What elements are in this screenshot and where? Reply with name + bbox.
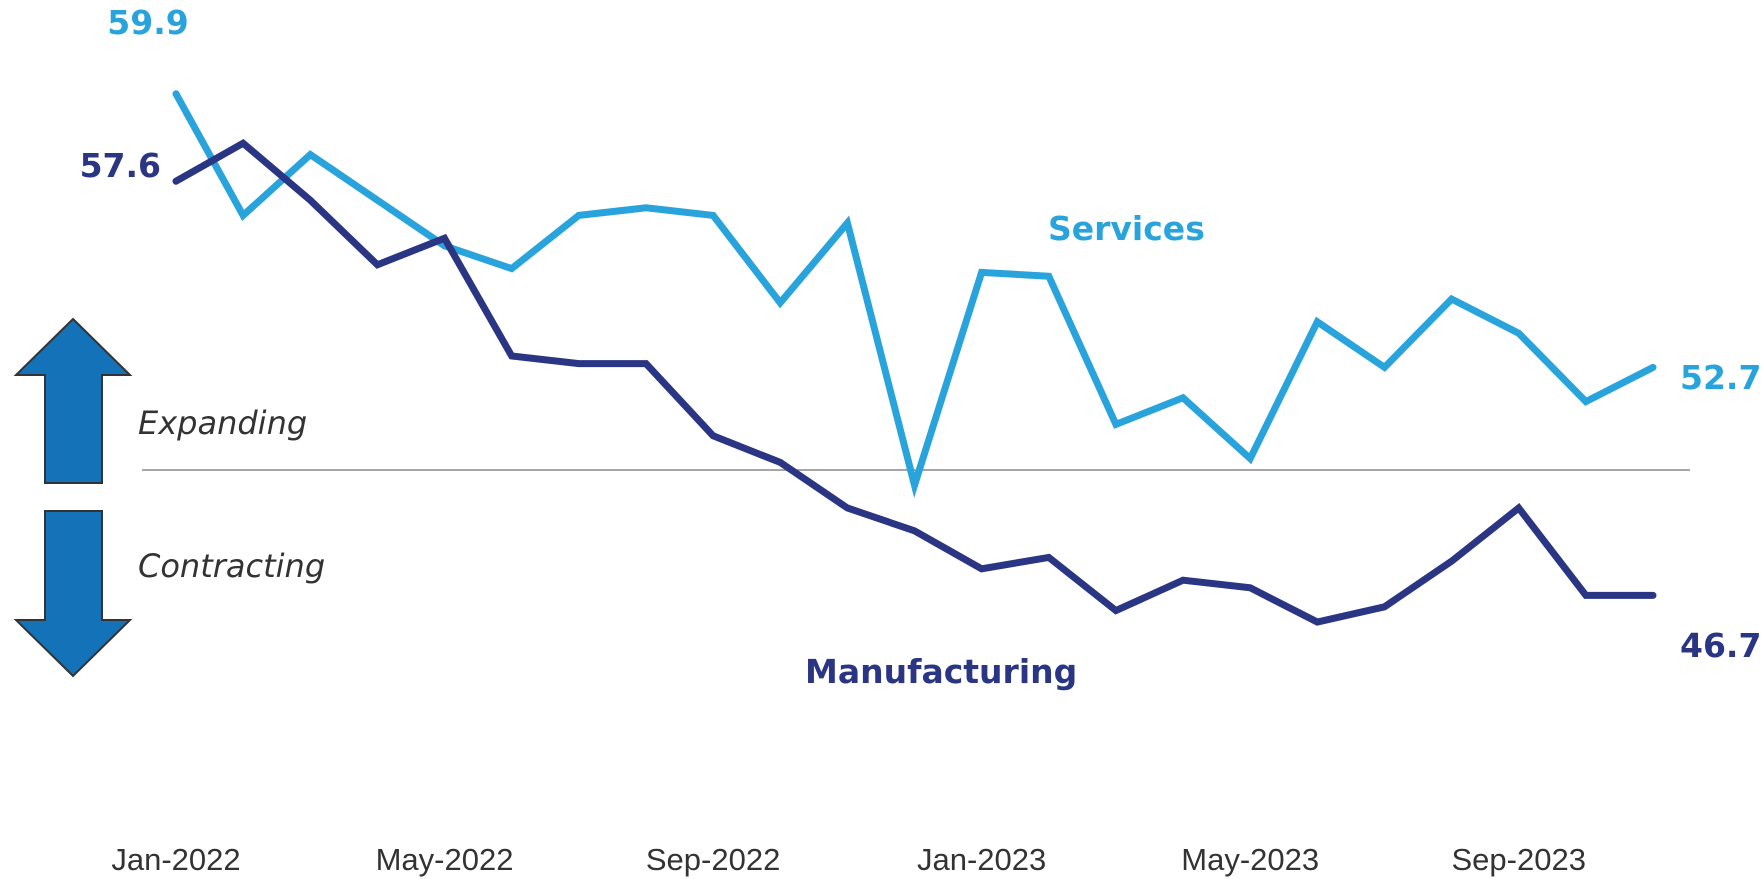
services-end-value: 52.7 [1680,358,1761,397]
manufacturing-series-line [172,138,1657,626]
x-tick-label: Sep-2023 [1452,842,1586,877]
x-tick-label: May-2022 [376,842,514,877]
contracting-arrow-icon [13,510,133,678]
series-layer [172,90,1657,626]
manufacturing-series-label: Manufacturing [805,652,1077,691]
expanding-arrow-icon [13,317,133,484]
contracting-label: Contracting [138,547,325,585]
expansion-contraction-arrows [13,317,133,678]
x-tick-label: May-2023 [1181,842,1319,877]
manufacturing-start-value: 57.6 [80,146,161,185]
manufacturing-end-value: 46.7 [1680,626,1761,665]
services-series-line [172,90,1657,498]
expanding-label: Expanding [138,404,307,442]
x-tick-label: Jan-2022 [111,842,240,877]
x-tick-label: Jan-2023 [917,842,1046,877]
x-axis-ticks: Jan-2022 May-2022 Sep-2022 Jan-2023 May-2023… [111,842,1586,877]
services-series-label: Services [1048,209,1205,248]
x-tick-label: Sep-2022 [646,842,780,877]
services-start-value: 59.9 [107,3,188,42]
